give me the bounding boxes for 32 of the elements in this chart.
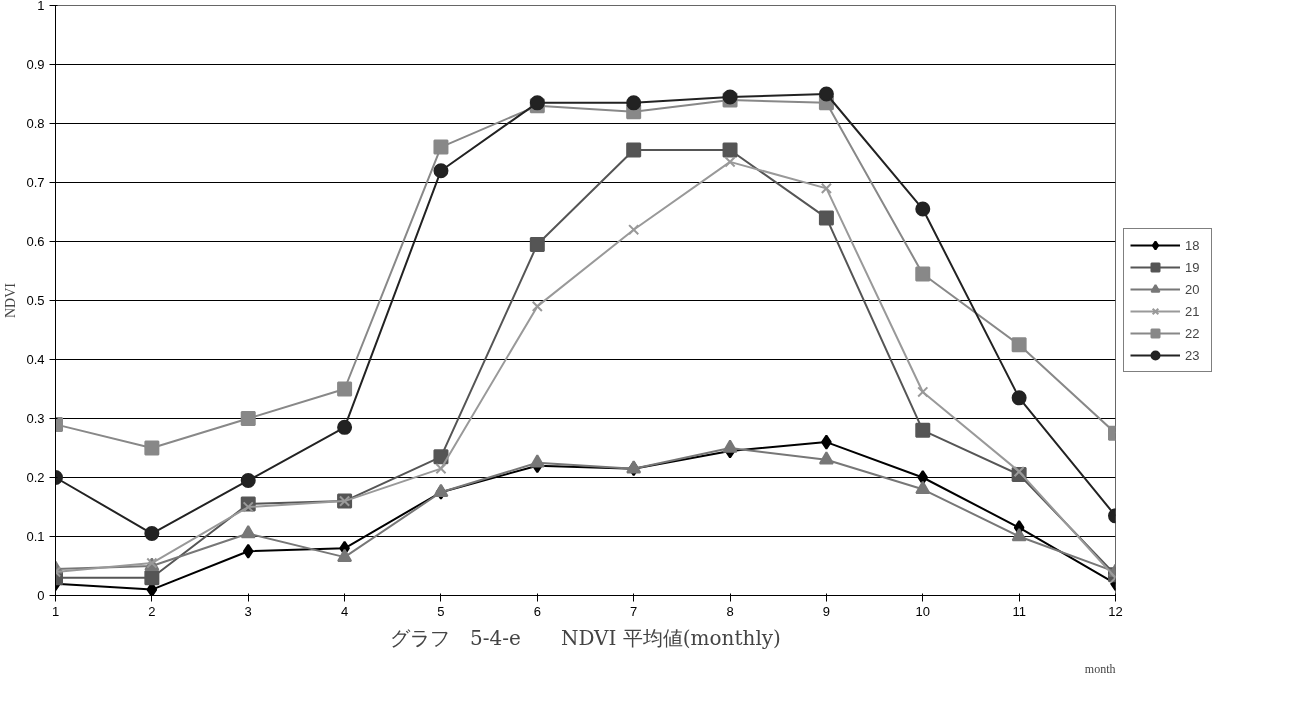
y-tick-label: 0.2	[26, 470, 45, 485]
legend-label: 20	[1185, 281, 1201, 297]
y-tick-label: 0.8	[26, 116, 45, 131]
legend-label: 18	[1185, 237, 1201, 253]
y-tick-label: 0.7	[26, 175, 45, 190]
x-tick-label: 9	[822, 603, 831, 619]
x-tick-label: 5	[437, 603, 445, 619]
x-tick-label: 11	[1012, 603, 1026, 619]
x-tick-label: 3	[244, 603, 252, 619]
x-tick-label: 10	[915, 603, 931, 619]
y-tick-label: 0.6	[26, 234, 45, 249]
x-tick-label: 8	[726, 603, 734, 619]
y-tick-label: 0.9	[26, 57, 45, 72]
x-tick-label: 4	[340, 603, 349, 619]
x-tick-label: 1	[51, 603, 60, 619]
y-tick-label: 0.5	[26, 293, 45, 308]
legend-label: 22	[1185, 325, 1201, 341]
legend-label: 19	[1185, 259, 1201, 275]
y-tick-label: 0.4	[26, 352, 45, 367]
y-tick-label: 1	[37, 0, 45, 13]
y-tick-label: 0.3	[26, 411, 45, 426]
x-tick-label: 2	[148, 603, 156, 619]
x-axis-title: month	[1084, 661, 1116, 676]
x-tick-label: 7	[630, 603, 638, 619]
x-tick-label: 12	[1108, 603, 1123, 619]
y-tick-label: 0.1	[26, 529, 45, 544]
text: グラフ 5-4-e NDVI 平均値(monthly)	[390, 625, 781, 650]
y-tick-label: 0	[37, 588, 45, 603]
y-axis-title: NDVI	[3, 282, 19, 318]
legend-label: 23	[1185, 347, 1201, 363]
x-tick-label: 6	[533, 603, 541, 619]
legend-label: 21	[1185, 303, 1201, 319]
